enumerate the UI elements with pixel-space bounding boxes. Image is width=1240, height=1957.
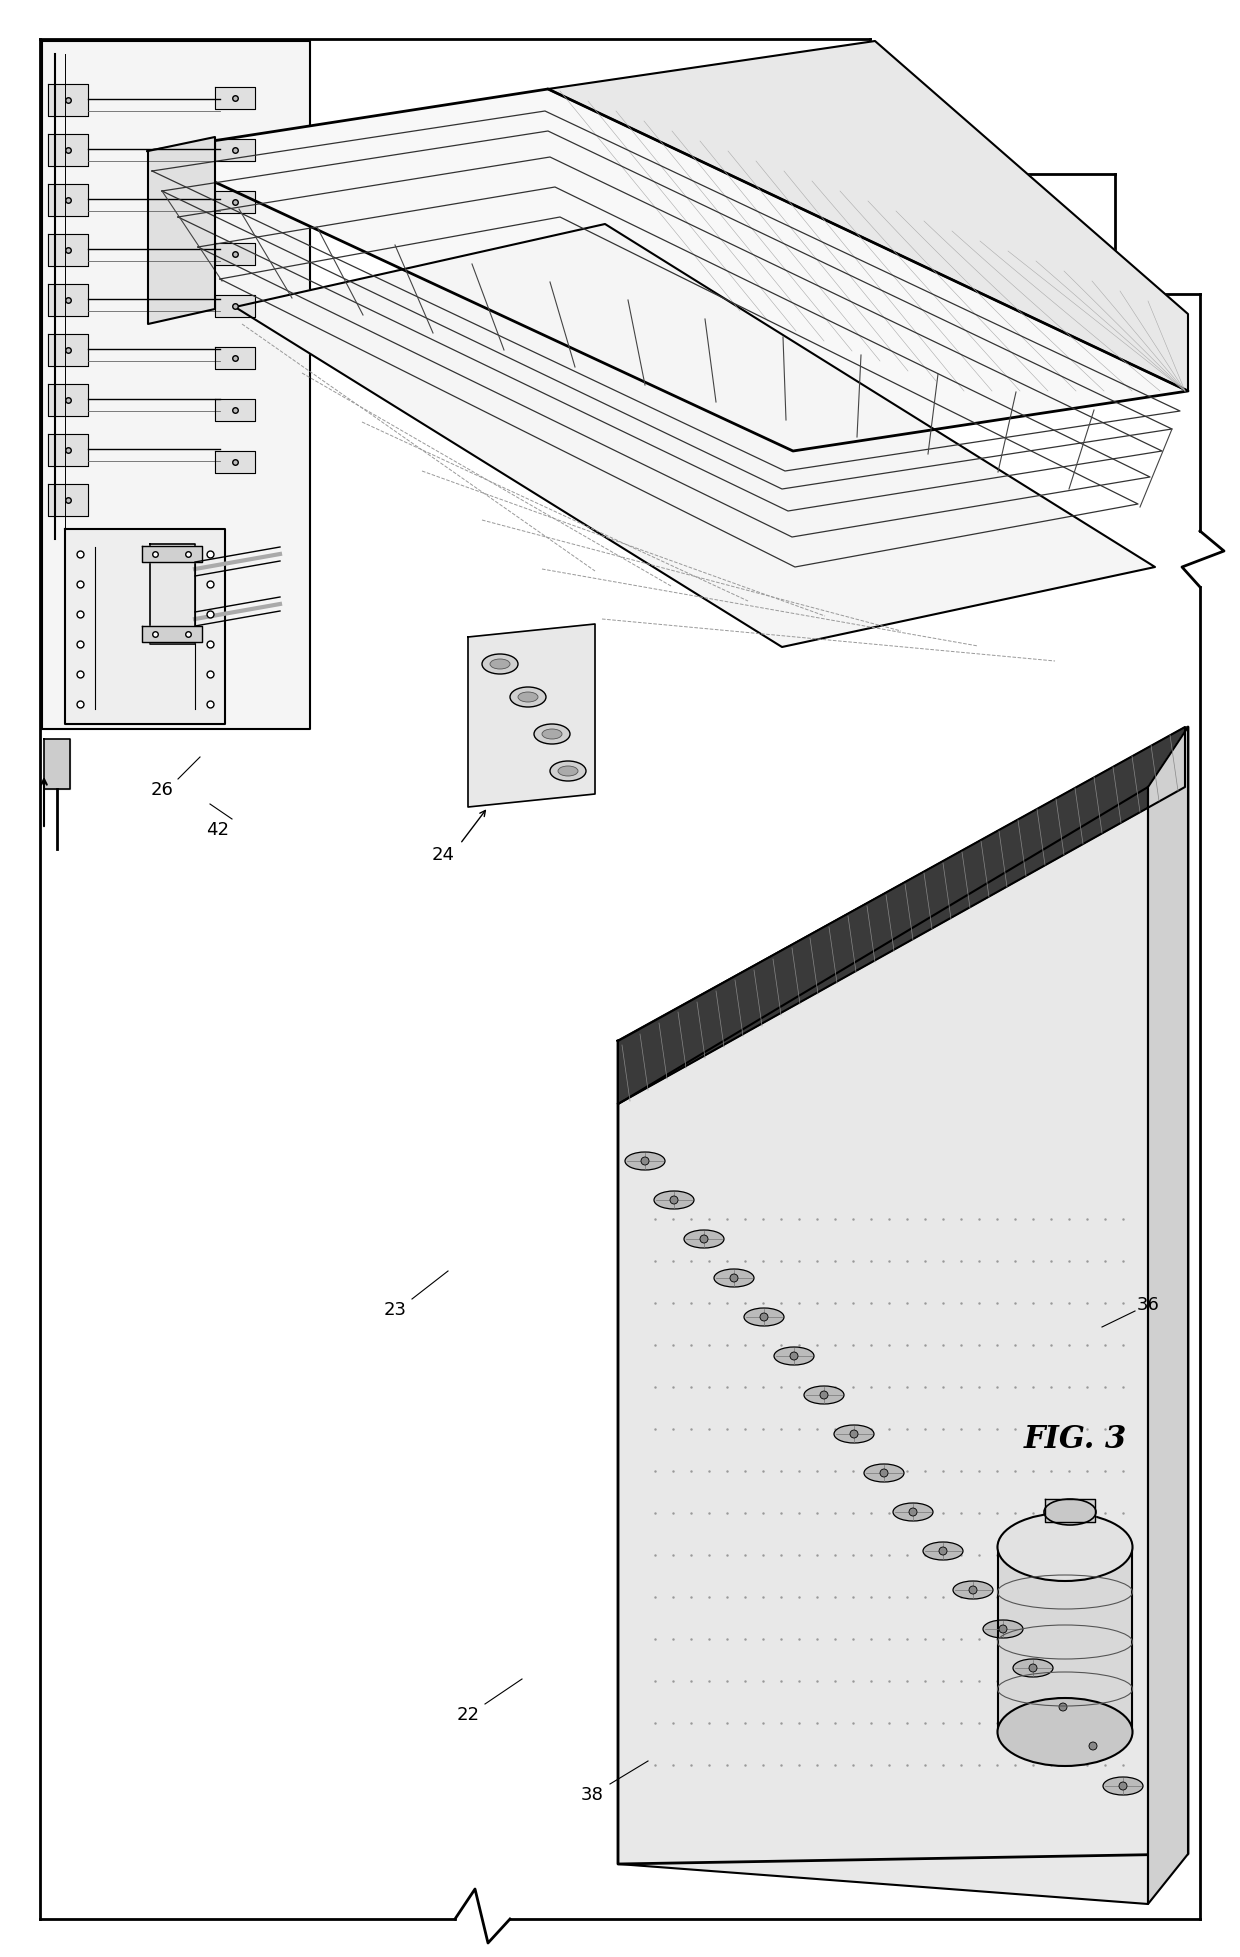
Text: 23: 23 xyxy=(383,1299,407,1319)
Text: 36: 36 xyxy=(1137,1296,1159,1313)
Ellipse shape xyxy=(542,730,562,740)
Polygon shape xyxy=(215,141,255,162)
Polygon shape xyxy=(215,192,255,213)
Ellipse shape xyxy=(1044,1499,1096,1525)
Text: 24: 24 xyxy=(432,845,455,863)
Polygon shape xyxy=(48,434,88,468)
Polygon shape xyxy=(64,530,224,724)
Polygon shape xyxy=(48,386,88,417)
Polygon shape xyxy=(998,1548,1132,1732)
Ellipse shape xyxy=(684,1231,724,1249)
Ellipse shape xyxy=(983,1620,1023,1638)
Ellipse shape xyxy=(835,1425,874,1442)
Ellipse shape xyxy=(625,1153,665,1170)
Ellipse shape xyxy=(1073,1738,1114,1755)
Circle shape xyxy=(641,1157,649,1166)
Polygon shape xyxy=(48,135,88,166)
Circle shape xyxy=(909,1509,918,1517)
Ellipse shape xyxy=(744,1309,784,1327)
Polygon shape xyxy=(618,728,1185,1104)
Ellipse shape xyxy=(551,761,587,781)
Ellipse shape xyxy=(774,1346,813,1366)
Polygon shape xyxy=(48,485,88,517)
Polygon shape xyxy=(143,546,202,564)
Ellipse shape xyxy=(490,660,510,669)
Ellipse shape xyxy=(804,1386,844,1405)
Polygon shape xyxy=(215,452,255,474)
Text: 22: 22 xyxy=(456,1705,480,1722)
Ellipse shape xyxy=(893,1503,932,1521)
Circle shape xyxy=(1089,1742,1097,1750)
Ellipse shape xyxy=(997,1699,1132,1765)
Ellipse shape xyxy=(714,1270,754,1288)
Polygon shape xyxy=(42,41,310,730)
Polygon shape xyxy=(215,88,255,110)
Ellipse shape xyxy=(558,767,578,777)
Ellipse shape xyxy=(653,1192,694,1209)
Ellipse shape xyxy=(864,1464,904,1481)
Polygon shape xyxy=(618,728,1188,1865)
Circle shape xyxy=(730,1274,738,1282)
Polygon shape xyxy=(48,184,88,217)
Circle shape xyxy=(820,1391,828,1399)
Ellipse shape xyxy=(1043,1699,1083,1716)
Polygon shape xyxy=(48,84,88,117)
Circle shape xyxy=(1029,1663,1037,1671)
Ellipse shape xyxy=(518,693,538,703)
Polygon shape xyxy=(548,41,1188,391)
Polygon shape xyxy=(236,225,1154,648)
Circle shape xyxy=(849,1431,858,1438)
Text: 38: 38 xyxy=(580,1785,604,1802)
Ellipse shape xyxy=(534,724,570,744)
Circle shape xyxy=(670,1196,678,1204)
Ellipse shape xyxy=(997,1513,1132,1581)
Polygon shape xyxy=(48,286,88,317)
Ellipse shape xyxy=(954,1581,993,1599)
Circle shape xyxy=(790,1352,799,1360)
Polygon shape xyxy=(467,624,595,808)
Ellipse shape xyxy=(1104,1777,1143,1795)
Polygon shape xyxy=(43,740,69,789)
Ellipse shape xyxy=(482,656,518,675)
Text: 42: 42 xyxy=(207,820,229,838)
Polygon shape xyxy=(1045,1499,1095,1523)
Polygon shape xyxy=(148,90,1188,452)
Polygon shape xyxy=(150,544,195,644)
Polygon shape xyxy=(215,296,255,317)
Polygon shape xyxy=(143,626,202,642)
Polygon shape xyxy=(618,787,1148,1904)
Circle shape xyxy=(701,1235,708,1243)
Polygon shape xyxy=(48,235,88,266)
Circle shape xyxy=(999,1624,1007,1634)
Ellipse shape xyxy=(923,1542,963,1560)
Text: 26: 26 xyxy=(150,781,174,798)
Text: FIG. 3: FIG. 3 xyxy=(1023,1425,1127,1454)
Circle shape xyxy=(880,1470,888,1478)
Ellipse shape xyxy=(510,687,546,708)
Polygon shape xyxy=(215,348,255,370)
Circle shape xyxy=(939,1548,947,1556)
Circle shape xyxy=(1118,1783,1127,1791)
Polygon shape xyxy=(215,245,255,266)
Polygon shape xyxy=(48,335,88,366)
Circle shape xyxy=(1059,1703,1066,1710)
Circle shape xyxy=(760,1313,768,1321)
Polygon shape xyxy=(1148,728,1188,1904)
Polygon shape xyxy=(215,399,255,423)
Ellipse shape xyxy=(1013,1660,1053,1677)
Circle shape xyxy=(968,1587,977,1595)
Polygon shape xyxy=(148,137,215,325)
